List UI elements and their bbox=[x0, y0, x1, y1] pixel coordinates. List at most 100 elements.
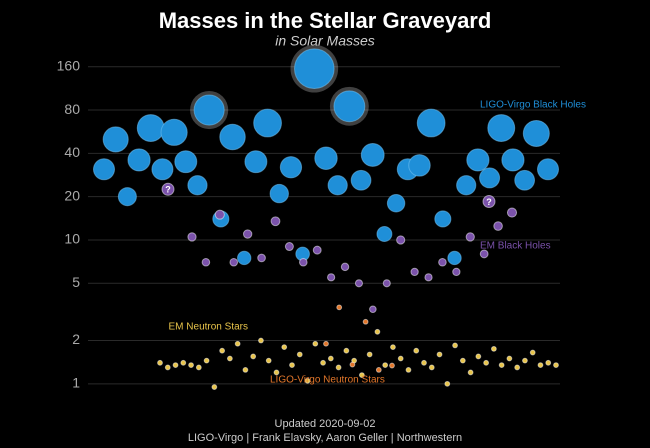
y-tick-label: 160 bbox=[57, 57, 81, 73]
point bbox=[475, 353, 482, 360]
point bbox=[219, 347, 226, 354]
point bbox=[410, 267, 419, 277]
y-tick-label: 5 bbox=[72, 274, 80, 290]
point bbox=[229, 257, 239, 267]
point bbox=[323, 340, 329, 347]
point bbox=[434, 210, 452, 228]
point bbox=[102, 126, 129, 153]
point bbox=[340, 262, 350, 272]
point bbox=[350, 169, 372, 191]
point bbox=[514, 364, 521, 371]
point bbox=[382, 279, 391, 288]
point bbox=[428, 364, 435, 371]
point bbox=[265, 357, 272, 364]
point bbox=[92, 158, 116, 181]
point bbox=[447, 250, 462, 266]
chart-subtitle: in Solar Masses bbox=[275, 33, 375, 49]
point bbox=[136, 114, 165, 142]
point bbox=[289, 362, 295, 368]
point bbox=[164, 364, 171, 371]
point bbox=[506, 207, 518, 218]
point bbox=[172, 362, 179, 368]
point bbox=[490, 345, 497, 352]
point bbox=[529, 349, 536, 356]
point bbox=[151, 158, 174, 181]
point bbox=[498, 362, 505, 368]
y-tick-label: 2 bbox=[72, 331, 80, 347]
point bbox=[413, 347, 420, 354]
point bbox=[390, 344, 396, 351]
point bbox=[279, 156, 303, 179]
point bbox=[195, 364, 202, 371]
point bbox=[369, 305, 377, 314]
point bbox=[396, 235, 406, 245]
point bbox=[362, 318, 369, 325]
point bbox=[187, 232, 197, 242]
series-label: EM Black Holes bbox=[480, 241, 551, 252]
point bbox=[269, 183, 289, 204]
series-label: EM Neutron Stars bbox=[169, 322, 248, 333]
point bbox=[253, 108, 282, 138]
point bbox=[237, 250, 252, 266]
unknown-point bbox=[161, 182, 175, 196]
point bbox=[438, 257, 447, 267]
point bbox=[203, 357, 210, 364]
point bbox=[416, 108, 446, 138]
unknown-label: ? bbox=[165, 185, 171, 195]
point bbox=[436, 351, 443, 358]
point bbox=[452, 342, 458, 349]
point bbox=[456, 175, 477, 196]
point bbox=[257, 253, 266, 263]
point bbox=[242, 367, 249, 373]
point bbox=[160, 118, 188, 146]
point bbox=[187, 175, 208, 196]
point bbox=[421, 359, 427, 366]
point bbox=[376, 226, 393, 242]
point bbox=[358, 372, 365, 379]
point bbox=[299, 257, 308, 267]
point bbox=[234, 340, 241, 347]
y-tick-label: 20 bbox=[64, 187, 80, 203]
point bbox=[157, 359, 163, 366]
point bbox=[487, 114, 516, 142]
series-label: LIGO-Virgo Black Holes bbox=[480, 100, 586, 111]
point bbox=[408, 154, 431, 177]
point bbox=[514, 169, 536, 191]
point bbox=[452, 267, 461, 277]
footer: Updated 2020-09-02 bbox=[275, 418, 376, 430]
point bbox=[397, 355, 404, 362]
point bbox=[327, 175, 348, 196]
point bbox=[479, 249, 489, 259]
point bbox=[553, 362, 559, 368]
point bbox=[545, 359, 552, 366]
point bbox=[327, 355, 334, 362]
point bbox=[312, 245, 322, 255]
point bbox=[188, 362, 194, 368]
point bbox=[270, 216, 281, 227]
point bbox=[522, 357, 528, 364]
point bbox=[226, 355, 233, 362]
point bbox=[250, 353, 257, 360]
point bbox=[536, 158, 560, 181]
point bbox=[211, 384, 218, 390]
point bbox=[335, 364, 342, 371]
point bbox=[501, 148, 525, 172]
y-tick-label: 1 bbox=[72, 375, 80, 391]
point bbox=[386, 194, 406, 213]
point bbox=[382, 362, 389, 368]
point bbox=[320, 359, 326, 366]
point bbox=[522, 119, 550, 147]
point bbox=[242, 229, 253, 239]
point bbox=[483, 359, 490, 366]
point bbox=[389, 362, 395, 369]
point bbox=[444, 380, 451, 387]
point bbox=[117, 187, 137, 207]
footer: LIGO-Virgo | Frank Elavsky, Aaron Geller… bbox=[188, 432, 462, 444]
series-label: LIGO-Virgo Neutron Stars bbox=[270, 375, 385, 386]
point bbox=[180, 359, 187, 366]
point bbox=[336, 304, 343, 311]
point bbox=[244, 150, 268, 174]
point bbox=[312, 340, 319, 347]
point bbox=[214, 209, 225, 220]
